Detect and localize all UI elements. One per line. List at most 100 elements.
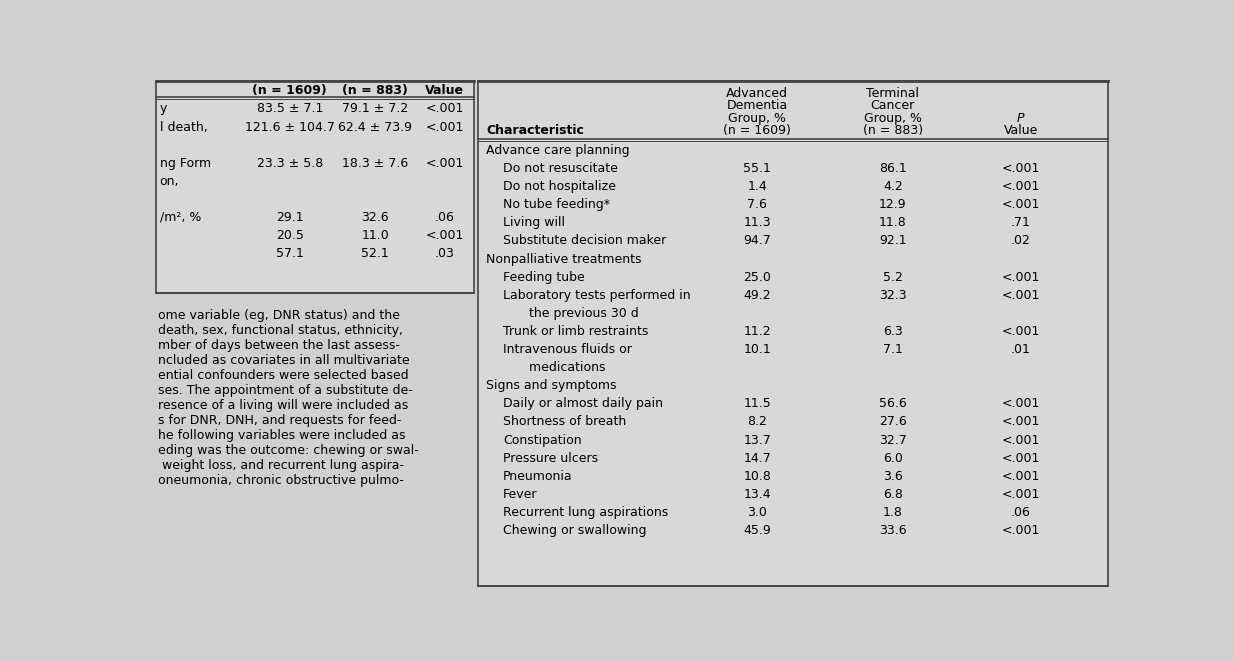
Text: mber of days between the last assess-: mber of days between the last assess-: [158, 339, 400, 352]
Text: Do not hospitalize: Do not hospitalize: [503, 180, 616, 193]
Text: 20.5: 20.5: [276, 229, 304, 242]
Text: ome variable (eg, DNR status) and the: ome variable (eg, DNR status) and the: [158, 309, 400, 322]
Text: <.001: <.001: [1002, 524, 1040, 537]
Text: Nonpalliative treatments: Nonpalliative treatments: [486, 253, 642, 266]
Text: 6.8: 6.8: [882, 488, 903, 501]
Text: Constipation: Constipation: [503, 434, 581, 447]
Text: 27.6: 27.6: [879, 415, 907, 428]
Text: .06: .06: [434, 211, 455, 224]
Text: Advanced: Advanced: [726, 87, 789, 100]
Text: 5.2: 5.2: [882, 270, 903, 284]
Text: 18.3 ± 7.6: 18.3 ± 7.6: [342, 157, 408, 170]
Text: Laboratory tests performed in: Laboratory tests performed in: [503, 289, 691, 302]
Text: No tube feeding*: No tube feeding*: [503, 198, 610, 212]
Text: <.001: <.001: [1002, 451, 1040, 465]
Text: Chewing or swallowing: Chewing or swallowing: [503, 524, 647, 537]
Text: <.001: <.001: [1002, 488, 1040, 501]
Text: Shortness of breath: Shortness of breath: [503, 415, 626, 428]
Text: l death,: l death,: [159, 120, 207, 134]
Text: 1.4: 1.4: [748, 180, 768, 193]
Text: .03: .03: [434, 247, 455, 260]
Text: <.001: <.001: [1002, 415, 1040, 428]
Text: 86.1: 86.1: [879, 162, 907, 175]
Text: 3.6: 3.6: [884, 470, 903, 483]
Text: 8.2: 8.2: [748, 415, 768, 428]
Text: Pressure ulcers: Pressure ulcers: [503, 451, 598, 465]
Text: Cancer: Cancer: [871, 99, 914, 112]
Text: <.001: <.001: [1002, 180, 1040, 193]
Text: Trunk or limb restraints: Trunk or limb restraints: [503, 325, 648, 338]
Text: 23.3 ± 5.8: 23.3 ± 5.8: [257, 157, 323, 170]
Text: 92.1: 92.1: [879, 235, 907, 247]
Text: .71: .71: [1011, 216, 1030, 229]
Text: Do not resuscitate: Do not resuscitate: [503, 162, 618, 175]
Text: Advance care planning: Advance care planning: [486, 144, 629, 157]
Text: .02: .02: [1011, 235, 1030, 247]
Text: <.001: <.001: [426, 120, 464, 134]
Text: Recurrent lung aspirations: Recurrent lung aspirations: [503, 506, 669, 519]
Text: <.001: <.001: [1002, 198, 1040, 212]
Text: 14.7: 14.7: [743, 451, 771, 465]
Text: Value: Value: [1003, 124, 1038, 137]
Text: Signs and symptoms: Signs and symptoms: [486, 379, 617, 392]
Text: Characteristic: Characteristic: [486, 124, 584, 137]
Text: 11.8: 11.8: [879, 216, 907, 229]
Text: Dementia: Dementia: [727, 99, 787, 112]
Text: .06: .06: [1011, 506, 1030, 519]
Text: 11.0: 11.0: [362, 229, 389, 242]
Text: (n = 883): (n = 883): [863, 124, 923, 137]
Text: <.001: <.001: [1002, 289, 1040, 302]
Text: Substitute decision maker: Substitute decision maker: [503, 235, 666, 247]
Text: 13.4: 13.4: [743, 488, 771, 501]
Text: ng Form: ng Form: [159, 157, 211, 170]
Text: 4.2: 4.2: [884, 180, 903, 193]
Text: (n = 883): (n = 883): [342, 84, 408, 97]
Text: (n = 1609): (n = 1609): [253, 84, 327, 97]
Text: 79.1 ± 7.2: 79.1 ± 7.2: [342, 102, 408, 116]
Text: 12.9: 12.9: [879, 198, 907, 212]
Text: 11.5: 11.5: [743, 397, 771, 410]
Text: 57.1: 57.1: [276, 247, 304, 260]
Text: 6.0: 6.0: [882, 451, 903, 465]
Text: eding was the outcome: chewing or swal-: eding was the outcome: chewing or swal-: [158, 444, 418, 457]
Text: s for DNR, DNH, and requests for feed-: s for DNR, DNH, and requests for feed-: [158, 414, 401, 427]
Text: <.001: <.001: [1002, 397, 1040, 410]
Text: oneumonia, chronic obstructive pulmo-: oneumonia, chronic obstructive pulmo-: [158, 474, 404, 487]
Text: death, sex, functional status, ethnicity,: death, sex, functional status, ethnicity…: [158, 324, 404, 337]
Text: he following variables were included as: he following variables were included as: [158, 429, 406, 442]
Text: 45.9: 45.9: [743, 524, 771, 537]
Text: 6.3: 6.3: [884, 325, 903, 338]
Text: <.001: <.001: [1002, 325, 1040, 338]
Text: ncluded as covariates in all multivariate: ncluded as covariates in all multivariat…: [158, 354, 410, 367]
Text: 1.8: 1.8: [882, 506, 903, 519]
Text: weight loss, and recurrent lung aspira-: weight loss, and recurrent lung aspira-: [158, 459, 404, 472]
Text: y: y: [159, 102, 167, 116]
Text: <.001: <.001: [1002, 434, 1040, 447]
Text: Terminal: Terminal: [866, 87, 919, 100]
Text: (n = 1609): (n = 1609): [723, 124, 791, 137]
Text: medications: medications: [517, 361, 606, 374]
Bar: [479, 81, 1107, 586]
Text: the previous 30 d: the previous 30 d: [517, 307, 639, 320]
Text: <.001: <.001: [1002, 162, 1040, 175]
Text: 56.6: 56.6: [879, 397, 907, 410]
Text: 11.3: 11.3: [743, 216, 771, 229]
Text: /m², %: /m², %: [159, 211, 201, 224]
Text: 83.5 ± 7.1: 83.5 ± 7.1: [257, 102, 323, 116]
Text: 3.0: 3.0: [748, 506, 768, 519]
Text: ential confounders were selected based: ential confounders were selected based: [158, 369, 408, 382]
Text: 7.6: 7.6: [748, 198, 768, 212]
Text: 121.6 ± 104.7: 121.6 ± 104.7: [244, 120, 334, 134]
Text: 32.6: 32.6: [362, 211, 389, 224]
Text: 62.4 ± 73.9: 62.4 ± 73.9: [338, 120, 412, 134]
Text: 94.7: 94.7: [743, 235, 771, 247]
Text: ses. The appointment of a substitute de-: ses. The appointment of a substitute de-: [158, 384, 413, 397]
Text: 25.0: 25.0: [743, 270, 771, 284]
Text: .01: .01: [1011, 343, 1030, 356]
Text: Feeding tube: Feeding tube: [503, 270, 585, 284]
Text: <.001: <.001: [1002, 470, 1040, 483]
Text: 55.1: 55.1: [743, 162, 771, 175]
Text: 11.2: 11.2: [743, 325, 771, 338]
Text: on,: on,: [159, 175, 179, 188]
Text: Pneumonia: Pneumonia: [503, 470, 573, 483]
